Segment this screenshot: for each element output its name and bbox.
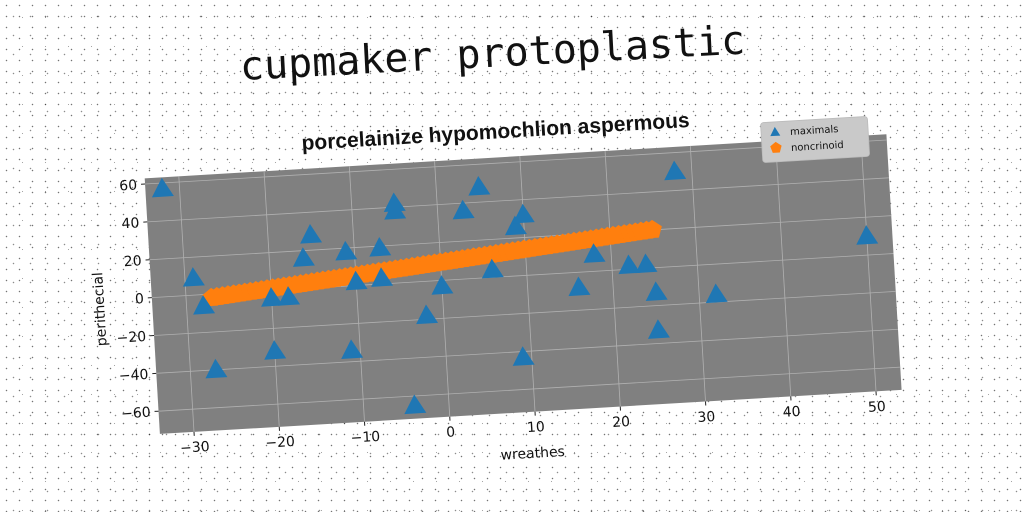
point-maximals — [568, 276, 591, 297]
point-maximals — [647, 319, 670, 339]
point-maximals — [618, 254, 641, 275]
x-tick-label: 20 — [612, 414, 631, 431]
point-maximals — [341, 339, 364, 359]
x-tick-label: 10 — [527, 419, 546, 436]
legend-box — [760, 116, 870, 163]
point-maximals — [705, 283, 728, 304]
point-maximals — [205, 358, 228, 379]
point-maximals — [416, 304, 439, 325]
y-tick-label: −40 — [118, 367, 148, 385]
grid-line-x — [860, 135, 877, 392]
legend: maximals noncrinoid — [760, 116, 870, 163]
grid-line-y — [147, 177, 890, 223]
point-maximals — [278, 286, 301, 306]
point-maximals — [664, 160, 687, 181]
x-tick-label: 40 — [782, 404, 801, 421]
point-maximals — [645, 281, 668, 301]
x-tick-label: −30 — [180, 439, 210, 457]
point-maximals — [583, 243, 606, 263]
legend-label-maximals: maximals — [790, 124, 839, 138]
x-tick-label: −20 — [265, 434, 295, 452]
point-maximals — [300, 224, 323, 244]
point-maximals — [856, 225, 879, 245]
point-noncrinoid — [642, 219, 662, 239]
point-maximals — [369, 236, 392, 257]
grid-line-x — [519, 156, 536, 412]
grid-line-x — [348, 166, 365, 422]
point-maximals — [512, 346, 535, 366]
y-tick-label: 20 — [123, 253, 142, 270]
grid-line-y — [156, 328, 899, 374]
y-tick-label: −20 — [116, 329, 146, 347]
point-maximals — [512, 203, 535, 224]
x-axis-ticks: −30 −20 −10 0 10 20 30 40 50 — [180, 391, 887, 457]
grid-line-y — [149, 215, 892, 261]
point-maximals — [504, 215, 527, 236]
point-maximals — [452, 199, 475, 220]
y-tick-label: 0 — [134, 291, 144, 308]
x-tick-label: −10 — [350, 429, 380, 447]
point-maximals — [261, 287, 284, 307]
chart-title: porcelainize hypomochlion aspermous — [301, 109, 690, 155]
x-axis-label: wreathes — [500, 444, 565, 464]
point-maximals — [182, 267, 205, 287]
x-tick-label: 30 — [697, 409, 716, 426]
plot-area — [144, 134, 902, 434]
legend-label-noncrinoid: noncrinoid — [791, 140, 844, 154]
grid-line-x — [689, 145, 706, 402]
y-tick-label: −60 — [121, 405, 151, 423]
point-maximals — [264, 340, 287, 360]
point-maximals — [151, 177, 174, 198]
point-maximals — [384, 200, 407, 220]
point-maximals — [292, 247, 315, 267]
point-maximals — [468, 176, 491, 196]
grid-line-y — [158, 366, 901, 412]
y-axis-ticks: 60 40 20 0 −20 −40 −60 — [116, 178, 159, 423]
legend-marker-maximals — [770, 126, 781, 137]
grid-line-x — [775, 140, 792, 397]
legend-marker-noncrinoid — [770, 141, 782, 153]
y-tick-label: 60 — [119, 178, 138, 195]
point-maximals — [404, 394, 427, 415]
y-axis-label: perithecial — [90, 272, 110, 347]
y-tick-label: 40 — [121, 215, 140, 232]
grid-line-y — [154, 291, 896, 336]
grid-line-x — [178, 176, 195, 432]
x-tick-label: 50 — [868, 399, 887, 416]
point-maximals — [431, 275, 454, 295]
point-maximals — [635, 253, 658, 274]
point-maximals — [481, 258, 504, 279]
point-maximals — [371, 267, 394, 287]
point-maximals — [335, 240, 358, 261]
point-maximals — [193, 294, 216, 315]
point-maximals — [345, 270, 368, 291]
x-tick-label: 0 — [446, 424, 456, 441]
grid-line-x — [604, 150, 621, 407]
series-maximals — [151, 160, 879, 415]
